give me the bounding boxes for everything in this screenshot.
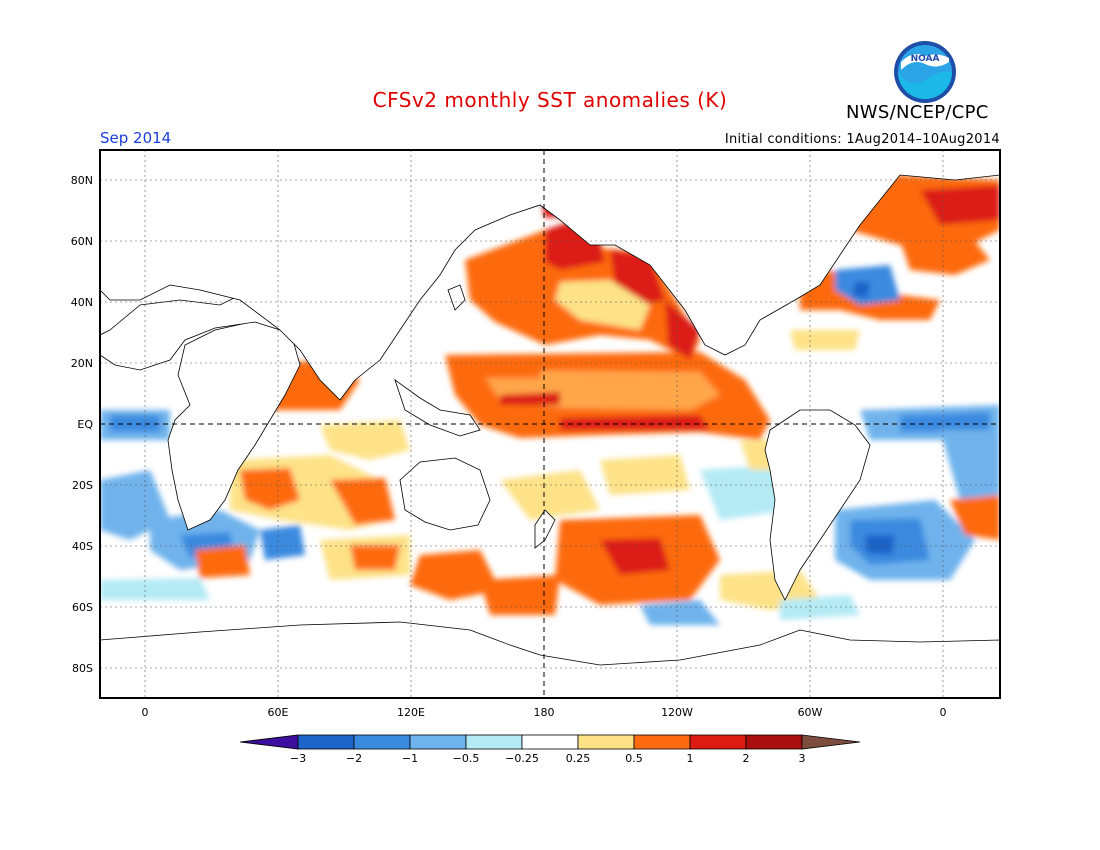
colorbar-segment [465,734,523,750]
svg-text:NOAA: NOAA [911,54,940,64]
colorbar-min-arrow [239,734,299,750]
land-masses [100,150,1000,698]
colorbar-segment [577,734,635,750]
colorbar-label: 0.25 [566,752,591,765]
lat-label: 20S [72,479,93,492]
lon-label: 0 [142,706,149,719]
agency-label: NWS/NCEP/CPC [846,102,989,123]
lon-label: 120W [661,706,693,719]
colorbar-max-arrow [801,734,861,750]
colorbar-label: −3 [290,752,306,765]
noaa-logo: NOAA [893,40,957,104]
map-title: CFSv2 monthly SST anomalies (K) [372,88,728,112]
map-frame [99,149,1001,699]
lat-label: 40S [72,540,93,553]
lat-label: 40N [71,296,93,309]
latitude-labels: 80N 60N 40N 20N EQ 20S 40S 60S 80S [71,174,94,675]
colorbar-label: −0.25 [505,752,539,765]
lat-label: EQ [77,418,93,431]
colorbar-segment [409,734,467,750]
colorbar-segment [353,734,411,750]
colorbar-label: −2 [346,752,362,765]
lat-label: 60N [71,235,93,248]
lat-label: 60S [72,601,93,614]
color-bar: −3 −2 −1 −0.5 −0.25 0.25 0.5 1 2 3 [239,734,861,765]
colorbar-segment [745,734,803,750]
equator-dateline [100,150,1000,698]
colorbar-segment [689,734,747,750]
lon-label: 60E [268,706,289,719]
lon-label: 0 [940,706,947,719]
colorbar-label: 0.5 [625,752,643,765]
colorbar-label: 1 [687,752,694,765]
colorbar-label: 2 [743,752,750,765]
longitude-labels: 0 60E 120E 180 120W 60W 0 [142,706,947,719]
lat-lon-grid [100,150,1000,698]
anomaly-field [100,150,1000,698]
colorbar-segment [633,734,691,750]
colorbar-segment [297,734,355,750]
lat-label: 20N [71,357,93,370]
colorbar-label: 3 [799,752,806,765]
colorbar-segment [521,734,579,750]
forecast-month: Sep 2014 [100,129,172,147]
colorbar-label: −1 [402,752,418,765]
lon-label: 60W [798,706,823,719]
initial-conditions: Initial conditions: 1Aug2014–10Aug2014 [724,132,1000,147]
lon-label: 180 [534,706,555,719]
lat-label: 80N [71,174,93,187]
colorbar-label: −0.5 [453,752,480,765]
lon-label: 120E [397,706,425,719]
lat-label: 80S [72,662,93,675]
